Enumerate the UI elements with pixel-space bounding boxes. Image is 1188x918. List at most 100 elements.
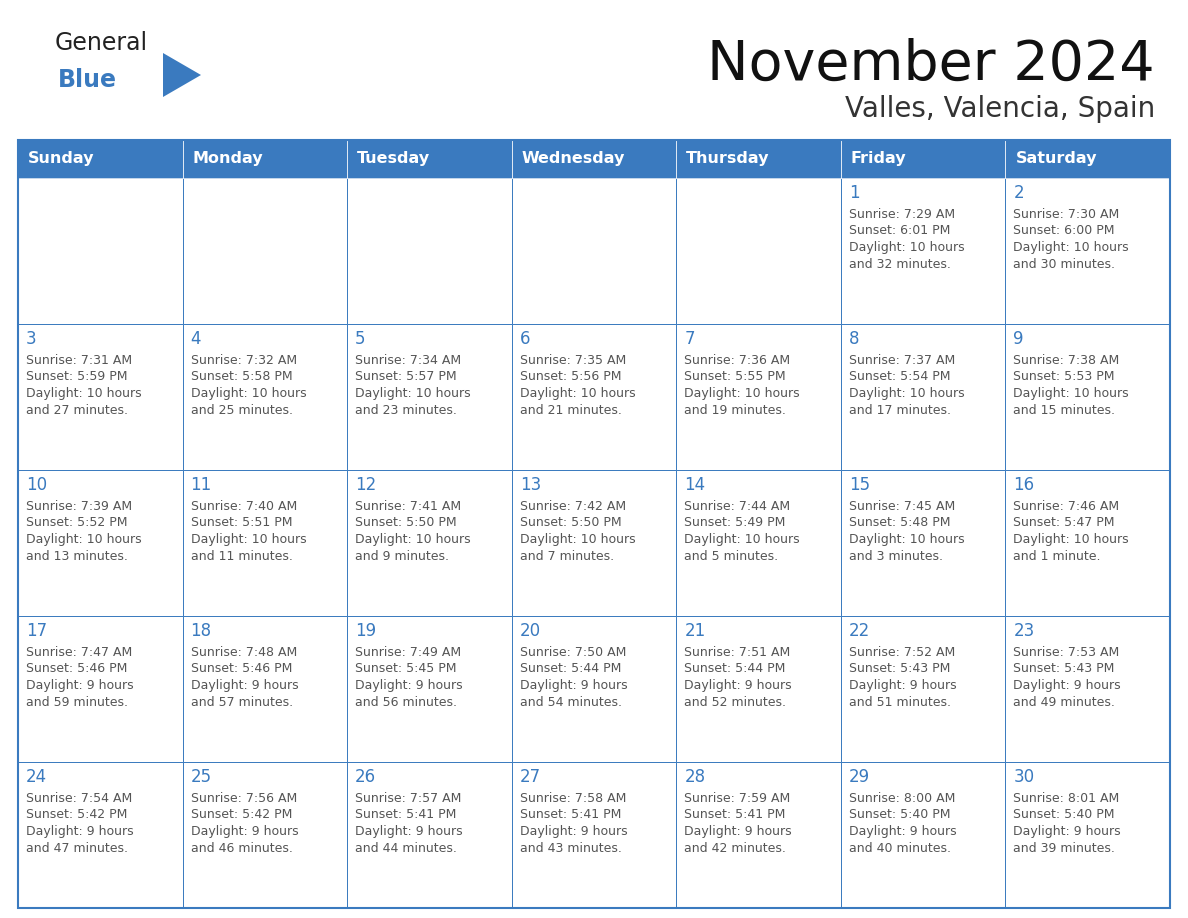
FancyBboxPatch shape bbox=[1005, 470, 1170, 616]
Text: and 11 minutes.: and 11 minutes. bbox=[190, 550, 292, 563]
Text: 7: 7 bbox=[684, 330, 695, 348]
FancyBboxPatch shape bbox=[18, 178, 183, 324]
Text: Sunrise: 7:32 AM: Sunrise: 7:32 AM bbox=[190, 354, 297, 367]
Text: and 27 minutes.: and 27 minutes. bbox=[26, 404, 128, 417]
Text: Daylight: 10 hours: Daylight: 10 hours bbox=[519, 387, 636, 400]
Text: Sunset: 5:49 PM: Sunset: 5:49 PM bbox=[684, 517, 785, 530]
FancyBboxPatch shape bbox=[841, 324, 1005, 470]
Text: and 19 minutes.: and 19 minutes. bbox=[684, 404, 786, 417]
Text: and 42 minutes.: and 42 minutes. bbox=[684, 842, 786, 855]
Text: Sunset: 5:44 PM: Sunset: 5:44 PM bbox=[684, 663, 785, 676]
FancyBboxPatch shape bbox=[183, 140, 347, 178]
FancyBboxPatch shape bbox=[841, 762, 1005, 908]
Text: Sunset: 5:46 PM: Sunset: 5:46 PM bbox=[190, 663, 292, 676]
FancyBboxPatch shape bbox=[347, 140, 512, 178]
Text: Sunrise: 7:31 AM: Sunrise: 7:31 AM bbox=[26, 354, 132, 367]
Text: Sunset: 5:41 PM: Sunset: 5:41 PM bbox=[684, 809, 785, 822]
Text: Daylight: 10 hours: Daylight: 10 hours bbox=[26, 387, 141, 400]
FancyBboxPatch shape bbox=[676, 470, 841, 616]
FancyBboxPatch shape bbox=[1005, 762, 1170, 908]
Text: Sunday: Sunday bbox=[29, 151, 95, 166]
Text: 17: 17 bbox=[26, 622, 48, 640]
Text: Sunset: 5:46 PM: Sunset: 5:46 PM bbox=[26, 663, 127, 676]
Text: Daylight: 10 hours: Daylight: 10 hours bbox=[1013, 241, 1129, 254]
Text: 5: 5 bbox=[355, 330, 366, 348]
Text: 3: 3 bbox=[26, 330, 37, 348]
Text: Daylight: 9 hours: Daylight: 9 hours bbox=[355, 825, 463, 838]
Text: Daylight: 9 hours: Daylight: 9 hours bbox=[190, 679, 298, 692]
Text: Daylight: 10 hours: Daylight: 10 hours bbox=[849, 533, 965, 546]
Text: Sunset: 5:56 PM: Sunset: 5:56 PM bbox=[519, 371, 621, 384]
Text: Sunrise: 7:44 AM: Sunrise: 7:44 AM bbox=[684, 500, 790, 513]
Text: Sunrise: 7:34 AM: Sunrise: 7:34 AM bbox=[355, 354, 461, 367]
Text: and 30 minutes.: and 30 minutes. bbox=[1013, 258, 1116, 271]
Text: and 21 minutes.: and 21 minutes. bbox=[519, 404, 621, 417]
Text: Sunrise: 7:47 AM: Sunrise: 7:47 AM bbox=[26, 646, 132, 659]
Text: and 49 minutes.: and 49 minutes. bbox=[1013, 696, 1116, 709]
Text: Sunset: 5:41 PM: Sunset: 5:41 PM bbox=[519, 809, 621, 822]
FancyBboxPatch shape bbox=[347, 324, 512, 470]
Text: Daylight: 10 hours: Daylight: 10 hours bbox=[849, 241, 965, 254]
FancyBboxPatch shape bbox=[347, 762, 512, 908]
FancyBboxPatch shape bbox=[676, 616, 841, 762]
Text: Sunset: 5:50 PM: Sunset: 5:50 PM bbox=[519, 517, 621, 530]
Text: and 3 minutes.: and 3 minutes. bbox=[849, 550, 943, 563]
FancyBboxPatch shape bbox=[676, 178, 841, 324]
FancyBboxPatch shape bbox=[676, 140, 841, 178]
FancyBboxPatch shape bbox=[512, 470, 676, 616]
Text: 19: 19 bbox=[355, 622, 377, 640]
Text: Sunset: 5:41 PM: Sunset: 5:41 PM bbox=[355, 809, 456, 822]
FancyBboxPatch shape bbox=[841, 616, 1005, 762]
Text: Sunrise: 7:35 AM: Sunrise: 7:35 AM bbox=[519, 354, 626, 367]
Text: Friday: Friday bbox=[851, 151, 906, 166]
Text: Sunset: 5:50 PM: Sunset: 5:50 PM bbox=[355, 517, 456, 530]
Text: and 56 minutes.: and 56 minutes. bbox=[355, 696, 457, 709]
Text: Daylight: 10 hours: Daylight: 10 hours bbox=[1013, 387, 1129, 400]
FancyBboxPatch shape bbox=[841, 470, 1005, 616]
FancyBboxPatch shape bbox=[512, 324, 676, 470]
Text: Sunset: 5:57 PM: Sunset: 5:57 PM bbox=[355, 371, 456, 384]
Text: Sunrise: 7:30 AM: Sunrise: 7:30 AM bbox=[1013, 208, 1119, 221]
FancyBboxPatch shape bbox=[183, 616, 347, 762]
Text: Daylight: 10 hours: Daylight: 10 hours bbox=[684, 533, 800, 546]
Text: 14: 14 bbox=[684, 476, 706, 494]
Text: 15: 15 bbox=[849, 476, 870, 494]
Text: Sunset: 5:55 PM: Sunset: 5:55 PM bbox=[684, 371, 786, 384]
FancyBboxPatch shape bbox=[512, 140, 676, 178]
Text: 29: 29 bbox=[849, 768, 870, 786]
Text: Sunset: 5:42 PM: Sunset: 5:42 PM bbox=[26, 809, 127, 822]
Text: and 39 minutes.: and 39 minutes. bbox=[1013, 842, 1116, 855]
Text: 23: 23 bbox=[1013, 622, 1035, 640]
FancyBboxPatch shape bbox=[1005, 616, 1170, 762]
Text: Sunset: 5:40 PM: Sunset: 5:40 PM bbox=[849, 809, 950, 822]
FancyBboxPatch shape bbox=[841, 140, 1005, 178]
Text: 16: 16 bbox=[1013, 476, 1035, 494]
FancyBboxPatch shape bbox=[183, 324, 347, 470]
Text: Sunrise: 7:57 AM: Sunrise: 7:57 AM bbox=[355, 792, 461, 805]
Text: Sunset: 5:47 PM: Sunset: 5:47 PM bbox=[1013, 517, 1114, 530]
Text: Sunrise: 7:45 AM: Sunrise: 7:45 AM bbox=[849, 500, 955, 513]
FancyBboxPatch shape bbox=[18, 470, 183, 616]
Text: Sunset: 5:52 PM: Sunset: 5:52 PM bbox=[26, 517, 127, 530]
Text: Sunset: 5:44 PM: Sunset: 5:44 PM bbox=[519, 663, 621, 676]
FancyBboxPatch shape bbox=[676, 324, 841, 470]
FancyBboxPatch shape bbox=[512, 762, 676, 908]
Text: 8: 8 bbox=[849, 330, 859, 348]
Text: Sunset: 5:45 PM: Sunset: 5:45 PM bbox=[355, 663, 456, 676]
Text: and 46 minutes.: and 46 minutes. bbox=[190, 842, 292, 855]
Text: and 1 minute.: and 1 minute. bbox=[1013, 550, 1101, 563]
Text: Sunset: 5:48 PM: Sunset: 5:48 PM bbox=[849, 517, 950, 530]
Text: Sunrise: 7:50 AM: Sunrise: 7:50 AM bbox=[519, 646, 626, 659]
Text: Daylight: 9 hours: Daylight: 9 hours bbox=[519, 825, 627, 838]
Text: 27: 27 bbox=[519, 768, 541, 786]
Text: 11: 11 bbox=[190, 476, 211, 494]
Text: Sunset: 5:42 PM: Sunset: 5:42 PM bbox=[190, 809, 292, 822]
Text: and 13 minutes.: and 13 minutes. bbox=[26, 550, 128, 563]
Text: and 7 minutes.: and 7 minutes. bbox=[519, 550, 614, 563]
Text: Sunrise: 7:36 AM: Sunrise: 7:36 AM bbox=[684, 354, 790, 367]
Text: Sunrise: 7:59 AM: Sunrise: 7:59 AM bbox=[684, 792, 790, 805]
Text: Sunrise: 8:01 AM: Sunrise: 8:01 AM bbox=[1013, 792, 1119, 805]
Text: Sunset: 5:53 PM: Sunset: 5:53 PM bbox=[1013, 371, 1114, 384]
Text: Daylight: 9 hours: Daylight: 9 hours bbox=[26, 825, 133, 838]
Text: Sunset: 5:40 PM: Sunset: 5:40 PM bbox=[1013, 809, 1114, 822]
